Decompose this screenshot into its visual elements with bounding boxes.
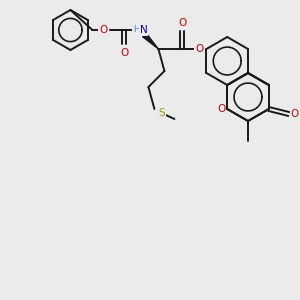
Text: O: O bbox=[120, 48, 129, 58]
Text: N: N bbox=[140, 25, 147, 35]
Text: O: O bbox=[178, 18, 187, 28]
Text: O: O bbox=[99, 25, 108, 35]
Text: S: S bbox=[158, 108, 165, 118]
Text: O: O bbox=[195, 44, 204, 54]
Text: O: O bbox=[217, 104, 225, 114]
Text: H: H bbox=[133, 26, 140, 34]
Text: O: O bbox=[291, 109, 299, 119]
Polygon shape bbox=[143, 33, 158, 49]
